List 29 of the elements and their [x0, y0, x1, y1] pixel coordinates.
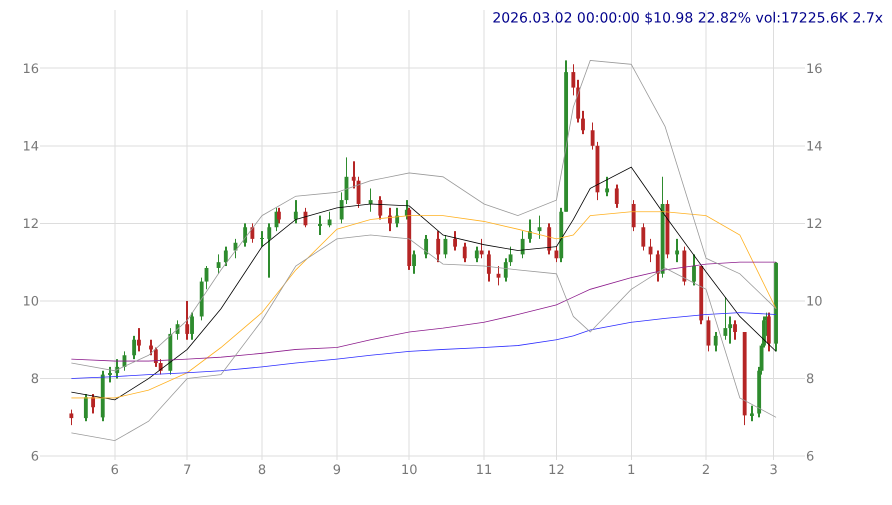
- line-series: [70, 234, 776, 441]
- y2-tick-label: 14: [806, 139, 823, 154]
- x-tick-label: 9: [332, 463, 341, 478]
- y-tick-label: 14: [22, 139, 39, 154]
- x-tick-label: 1: [627, 463, 636, 478]
- line-series: [70, 312, 776, 379]
- y2-tick-label: 10: [806, 294, 823, 310]
- y2-tick-label: 12: [806, 216, 823, 232]
- y2-tick-label: 6: [806, 450, 814, 465]
- x-tick-label: 8: [258, 463, 266, 478]
- y-tick-label: 16: [22, 62, 39, 77]
- y-tick-label: 8: [30, 372, 39, 388]
- x-tick-label: 7: [183, 463, 192, 478]
- y-tick-label: 12: [22, 216, 39, 232]
- candlestick: [318, 216, 322, 235]
- x-tick-label: 10: [400, 463, 418, 478]
- chart-title: 2026.03.02 00:00:00 $10.98 22.82% vol:17225.6K 2.7x: [492, 10, 884, 26]
- y2-tick-label: 16: [806, 62, 823, 77]
- y2-tick-label: 8: [806, 372, 814, 388]
- line-series: [70, 166, 776, 400]
- line-series: [70, 262, 776, 362]
- y-tick-label: 6: [30, 450, 39, 465]
- x-tick-label: 6: [110, 463, 119, 478]
- y-tick-label: 10: [22, 294, 39, 310]
- candlestick: [260, 231, 264, 247]
- x-tick-label: 12: [548, 463, 565, 478]
- x-tick-label: 11: [476, 463, 492, 478]
- x-tick-label: 2: [702, 463, 710, 478]
- x-tick-label: 3: [769, 463, 778, 478]
